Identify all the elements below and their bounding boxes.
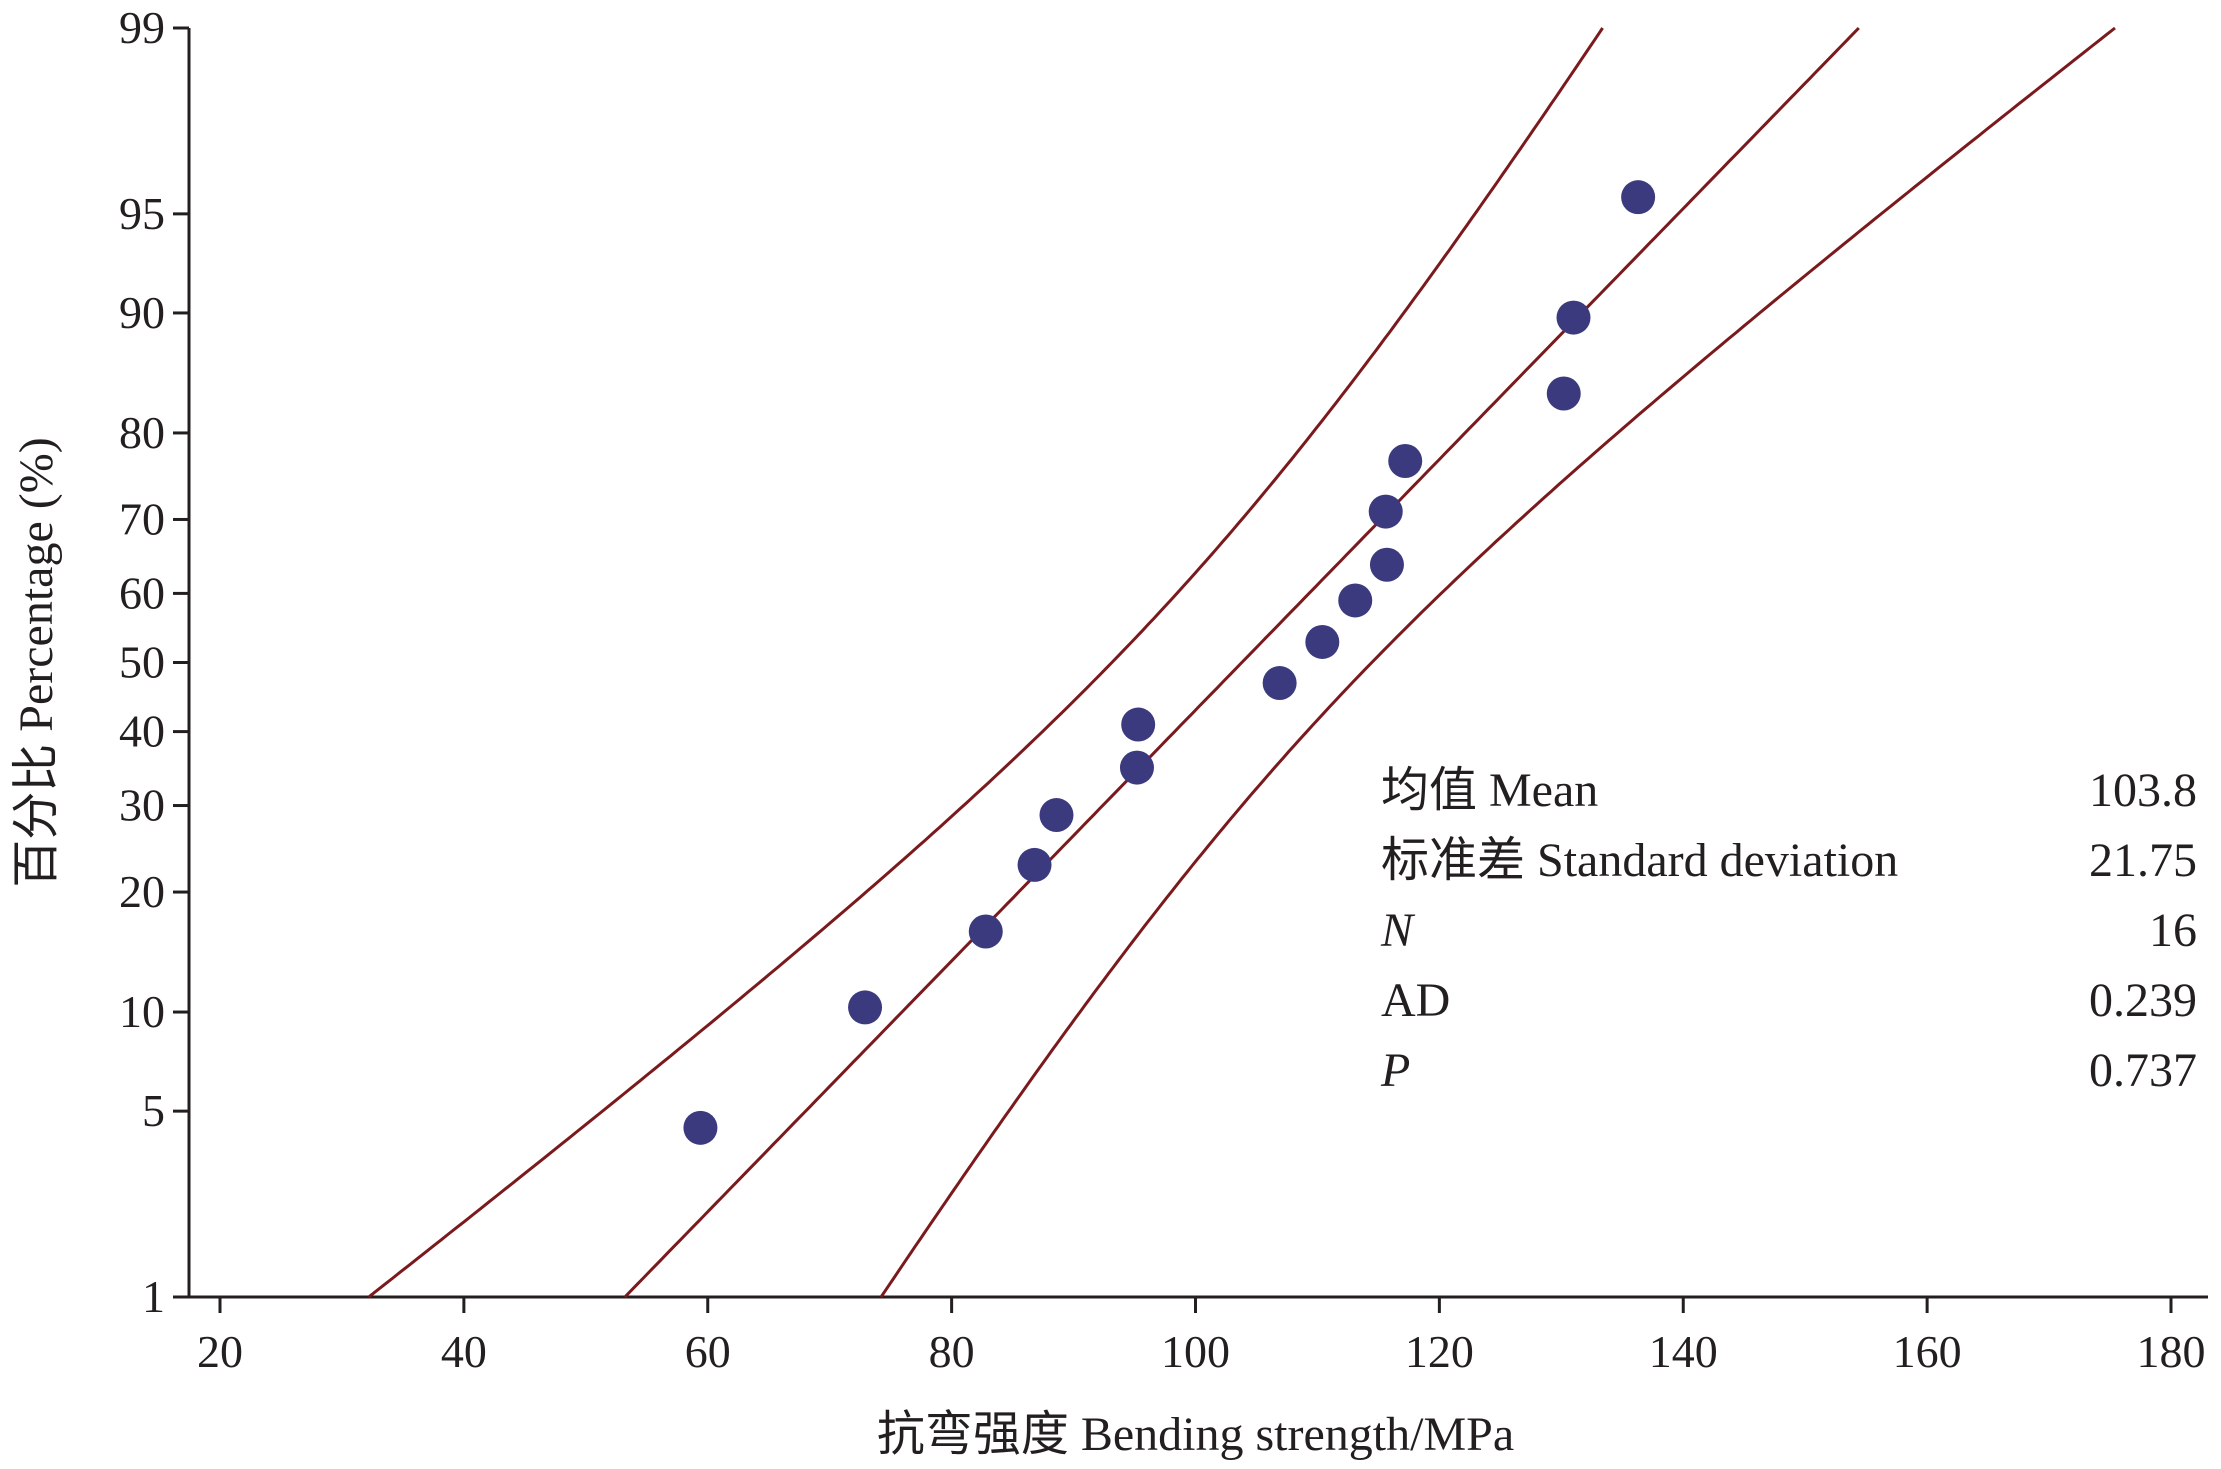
data-point (1369, 547, 1404, 582)
stats-value: 0.737 (2089, 1044, 2197, 1097)
data-point (1338, 583, 1373, 618)
data-points (683, 180, 1656, 1145)
confidence-band (367, 26, 2116, 1299)
band-lower-curve (879, 26, 2116, 1298)
data-point (1388, 443, 1423, 478)
stats-label: N (1380, 904, 1416, 957)
data-point (1368, 494, 1403, 529)
y-tick-label: 5 (142, 1085, 165, 1136)
data-point (848, 990, 883, 1025)
y-tick-label: 90 (119, 287, 165, 338)
x-axis-title: 抗弯强度 Bending strength/MPa (877, 1408, 1514, 1461)
data-point (1556, 300, 1591, 335)
x-tick-label: 80 (929, 1326, 975, 1377)
data-point (1119, 750, 1154, 785)
x-tick-label: 180 (2137, 1326, 2206, 1377)
stats-value: 103.8 (2089, 764, 2197, 817)
axes: 1 5 10 20 30 40 50 60 70 80 90 95 99 20 40 60 80 100 120 14… (10, 2, 2208, 1461)
y-tick-label: 80 (119, 407, 165, 458)
y-tick-label: 99 (119, 2, 165, 53)
y-tick-label: 60 (119, 567, 165, 618)
stats-label: P (1380, 1044, 1410, 1097)
data-point (1546, 376, 1581, 411)
x-tick-label: 140 (1649, 1326, 1718, 1377)
data-point (1017, 847, 1052, 882)
y-tick-label: 1 (142, 1271, 165, 1322)
data-point (1262, 666, 1297, 701)
data-point (1621, 180, 1656, 215)
stats-box: 均值 Mean 103.8 标准差 Standard deviation 21.75 N… (1380, 764, 2197, 1097)
data-point (1039, 798, 1074, 833)
stats-label: 均值 Mean (1381, 764, 1598, 817)
y-tick-label: 50 (119, 637, 165, 688)
y-tick-label: 30 (119, 780, 165, 831)
data-point (683, 1110, 718, 1145)
y-tick-label: 20 (119, 866, 165, 917)
x-tick-label: 160 (1893, 1326, 1962, 1377)
fit-line (623, 26, 1860, 1299)
y-tick-label: 70 (119, 493, 165, 544)
stats-label: 标准差 Standard deviation (1381, 834, 1898, 887)
y-axis-title: 百分比 Percentage (%) (10, 437, 63, 888)
stats-value: 0.239 (2089, 974, 2197, 1027)
x-tick-label: 100 (1161, 1326, 1230, 1377)
x-tick-label: 20 (197, 1326, 243, 1377)
fit-line-layer (623, 26, 1860, 1299)
band-upper-curve (367, 27, 1604, 1299)
data-point (968, 914, 1003, 949)
stats-value: 21.75 (2089, 834, 2197, 887)
data-point (1305, 624, 1340, 659)
stats-value: 16 (2149, 904, 2197, 957)
y-tick-label: 95 (119, 188, 165, 239)
x-tick-label: 40 (441, 1326, 487, 1377)
data-point (1121, 707, 1156, 742)
stats-label: AD (1381, 974, 1450, 1027)
y-tick-label: 10 (119, 986, 165, 1037)
y-tick-label: 40 (119, 706, 165, 757)
x-tick-label: 60 (685, 1326, 731, 1377)
x-tick-label: 120 (1405, 1326, 1474, 1377)
